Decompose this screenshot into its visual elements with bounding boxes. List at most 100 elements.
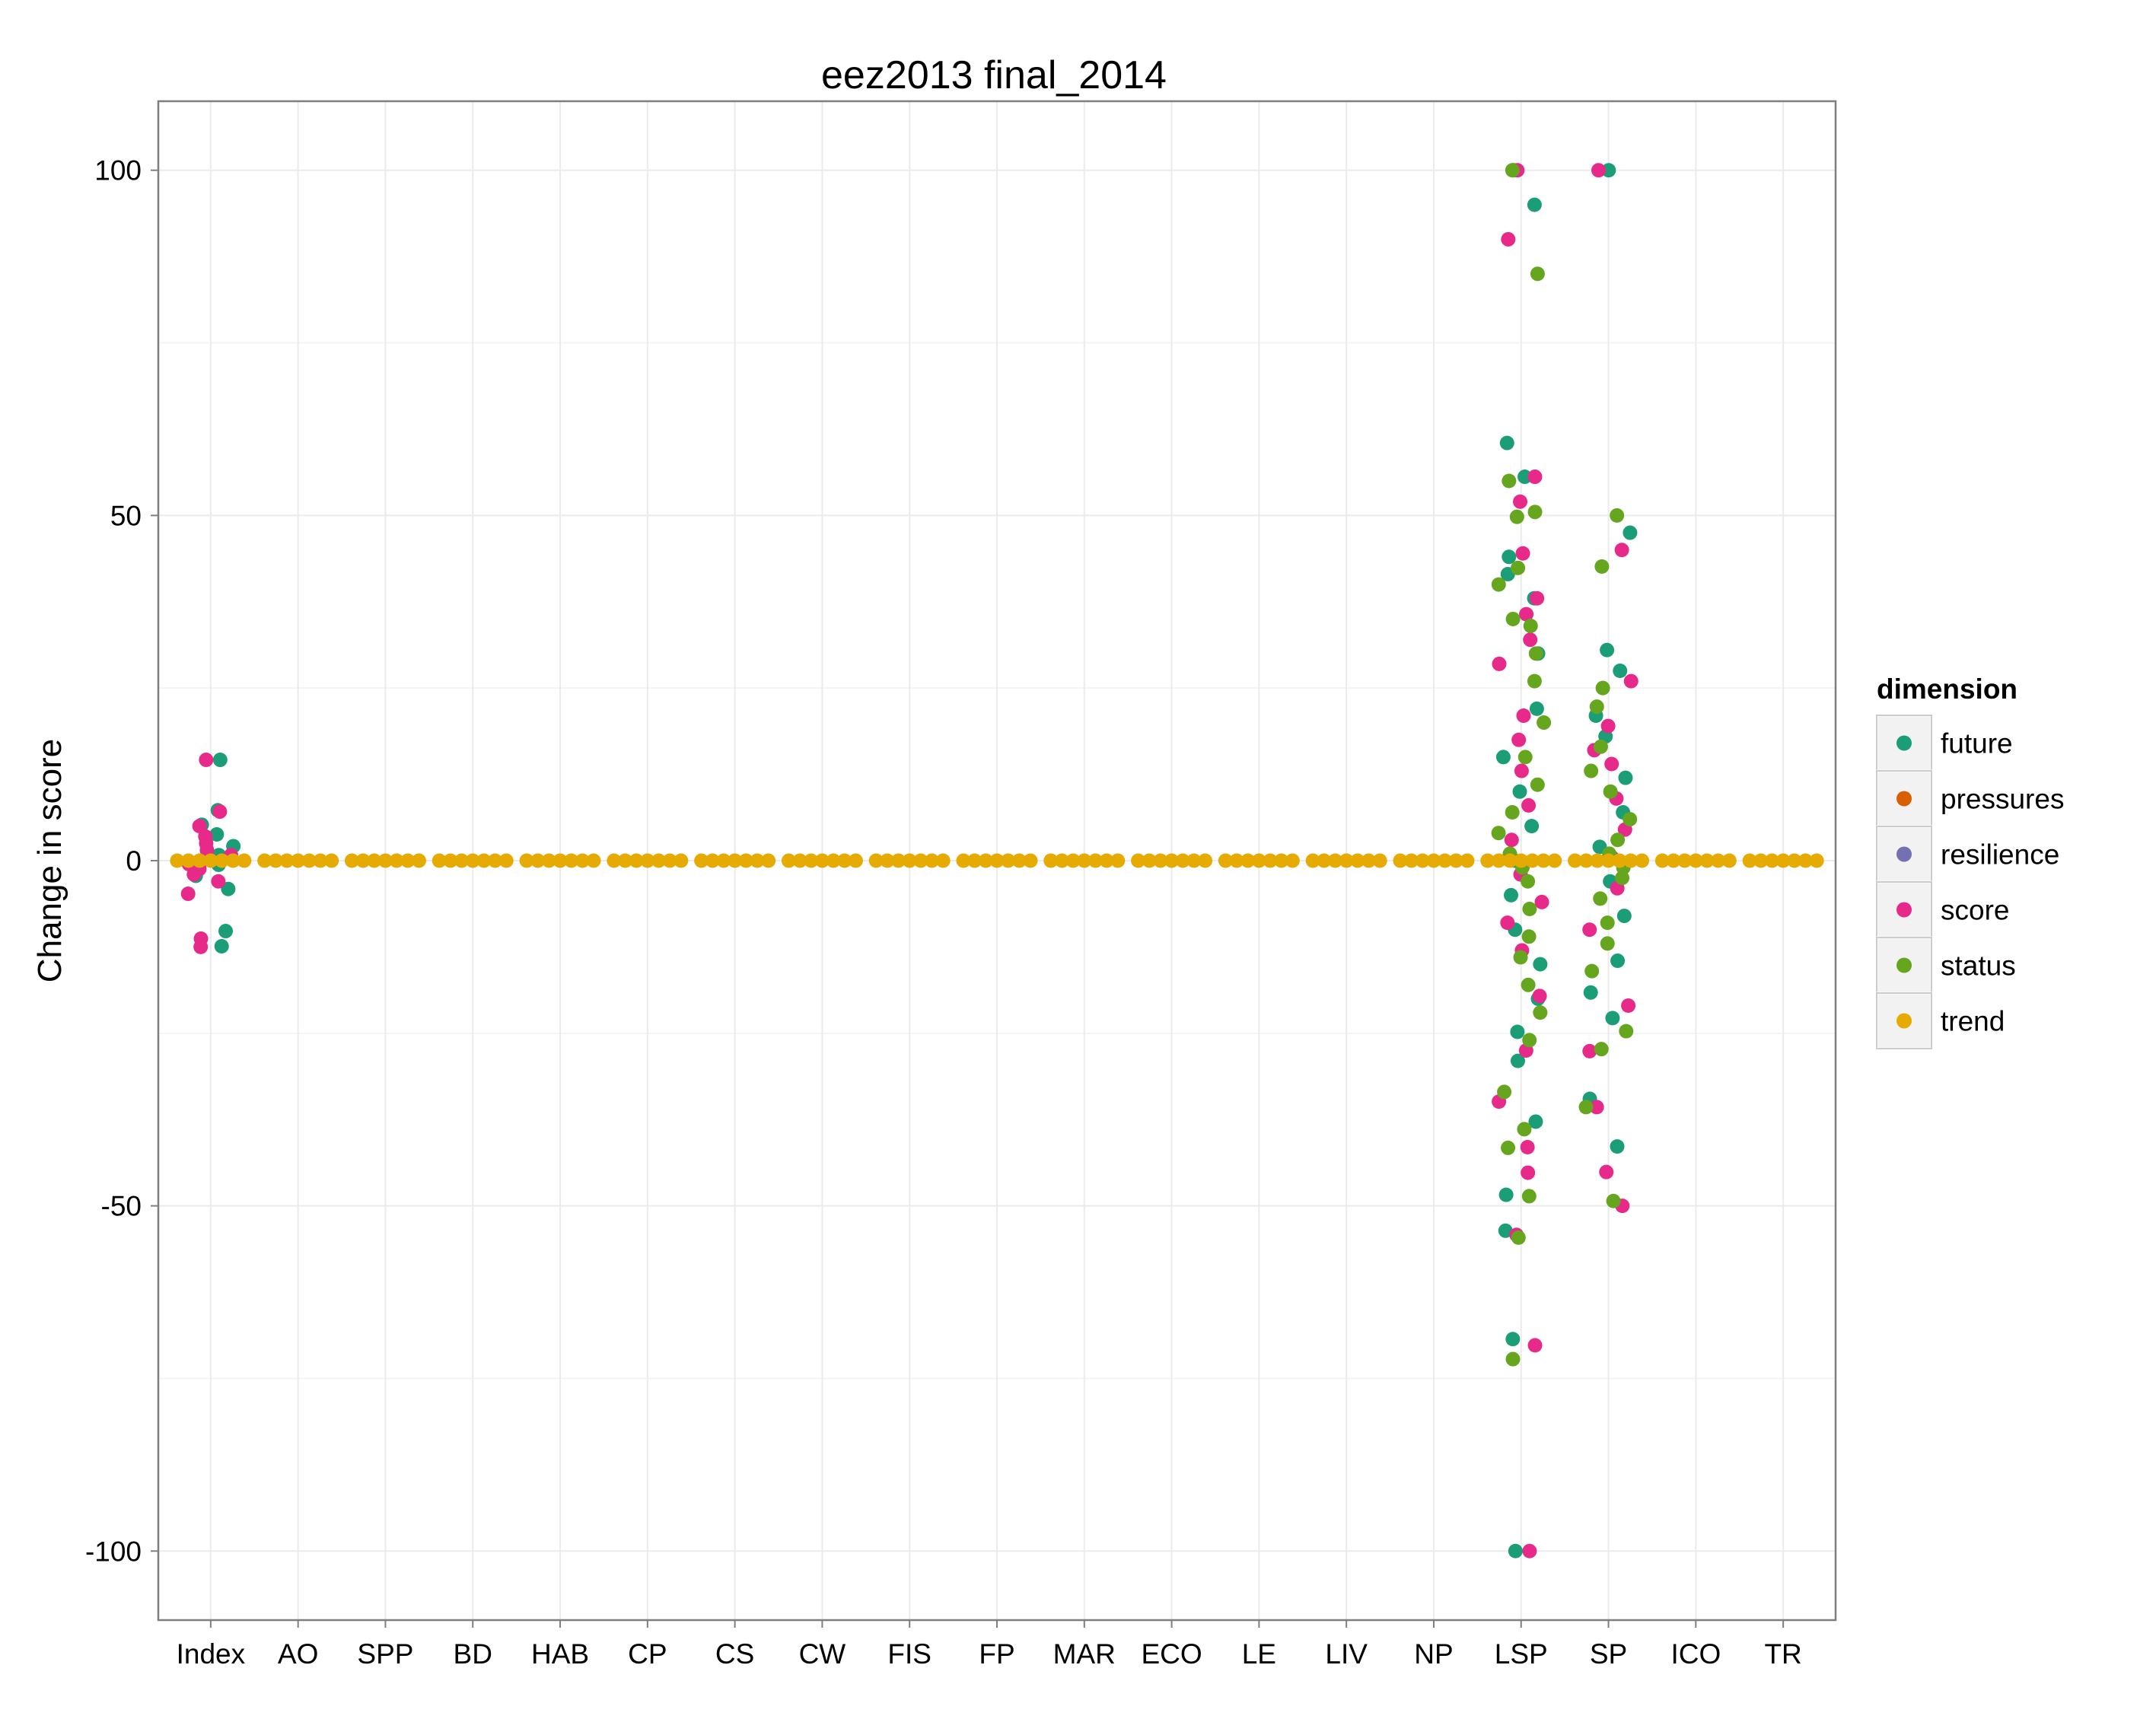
data-point-trend (1415, 853, 1430, 868)
data-point-trend (1635, 853, 1650, 868)
legend-label-score: score (1941, 895, 2009, 926)
x-tick-label-cp: CP (628, 1638, 667, 1670)
data-point-future (1528, 1114, 1543, 1129)
data-point-trend (344, 853, 359, 868)
legend-label-resilience: resilience (1941, 839, 2059, 871)
data-point-score (1532, 988, 1547, 1004)
data-point-status (1533, 1005, 1548, 1020)
data-point-trend (1001, 853, 1016, 868)
x-tick-label-mar: MAR (1053, 1638, 1116, 1670)
data-point-future (1510, 1024, 1525, 1039)
data-point-score (1623, 673, 1638, 689)
data-point-trend (728, 853, 743, 868)
data-point-trend (792, 853, 807, 868)
data-point-trend (978, 853, 993, 868)
legend-marker-score (1896, 902, 1912, 918)
data-point-score (186, 867, 202, 882)
data-point-score (1522, 1543, 1537, 1558)
x-tick-label-lsp: LSP (1495, 1638, 1548, 1670)
data-point-status (1528, 646, 1543, 661)
data-point-score (212, 804, 228, 820)
data-point-status (1600, 915, 1615, 931)
data-point-trend (1164, 853, 1180, 868)
data-point-status (1619, 1023, 1634, 1039)
data-point-trend (1088, 853, 1103, 868)
data-point-future (1499, 435, 1514, 450)
data-point-trend (750, 853, 765, 868)
data-point-trend (215, 853, 230, 868)
data-point-trend (1054, 853, 1069, 868)
data-point-status (1511, 1230, 1526, 1245)
data-point-trend (956, 853, 971, 868)
data-point-trend (498, 853, 514, 868)
data-point-future (214, 939, 229, 954)
data-point-trend (519, 853, 534, 868)
data-point-status (1593, 891, 1608, 906)
legend-item-status: status (1875, 936, 2016, 995)
data-point-trend (225, 853, 240, 868)
data-point-status (1615, 871, 1630, 886)
data-point-trend (1787, 853, 1802, 868)
data-point-trend (925, 853, 940, 868)
x-tick-label-index: Index (177, 1638, 246, 1670)
data-point-future (1610, 953, 1626, 969)
data-point-status (1593, 739, 1608, 754)
data-point-trend (291, 853, 306, 868)
legend-item-future: future (1875, 714, 2013, 772)
data-point-status (1578, 1100, 1594, 1115)
data-point-trend (1654, 853, 1670, 868)
data-point-trend (607, 853, 622, 868)
data-point-status (1505, 804, 1520, 820)
data-point-trend (1393, 853, 1408, 868)
data-point-trend (837, 853, 852, 868)
data-point-trend (1514, 853, 1529, 868)
data-point-status (1610, 508, 1625, 523)
chart-title: eez2013 final_2014 (821, 53, 1167, 97)
legend-label-trend: trend (1941, 1006, 2005, 1037)
data-point-status (1522, 1033, 1537, 1048)
data-point-status (1610, 832, 1626, 848)
x-tick-label-tr: TR (1764, 1638, 1801, 1670)
data-point-trend (1688, 853, 1703, 868)
y-axis: -100 -50 0 50 100 (85, 155, 158, 1567)
legend-marker-trend (1896, 1013, 1912, 1029)
data-point-trend (1753, 853, 1769, 868)
data-point-status (1521, 874, 1536, 889)
data-point-future (1524, 819, 1540, 834)
data-point-status (1521, 977, 1536, 992)
data-point-trend (1460, 853, 1475, 868)
data-point-trend (324, 853, 339, 868)
data-point-trend (1175, 853, 1190, 868)
data-point-trend (1775, 853, 1791, 868)
data-point-trend (1229, 853, 1244, 868)
data-point-trend (705, 853, 720, 868)
data-point-score (211, 874, 226, 889)
data-point-future (1502, 549, 1517, 565)
data-point-trend (1218, 853, 1233, 868)
data-point-future (1613, 664, 1628, 678)
x-axis: Index AO SPP BD HAB CP CS CW FIS FP MAR ECO LE LIV NP L… (177, 1620, 1802, 1670)
x-tick-label-np: NP (1414, 1638, 1453, 1670)
x-tick-label-sp: SP (1590, 1638, 1627, 1670)
data-point-status (1603, 784, 1618, 799)
data-point-trend (902, 853, 917, 868)
x-tick-label-bd: BD (454, 1638, 492, 1670)
legend-marker-resilience (1896, 846, 1912, 862)
data-point-trend (1677, 853, 1693, 868)
data-point-trend (553, 853, 568, 868)
data-point-score (1527, 1338, 1543, 1353)
data-point-status (1509, 509, 1524, 524)
data-point-trend (1536, 853, 1551, 868)
data-point-trend (367, 853, 382, 868)
legend-label-future: future (1941, 728, 2013, 759)
data-point-trend (1764, 853, 1779, 868)
data-point-trend (967, 853, 982, 868)
legend: future pressures resilience score status tren… (1875, 714, 2064, 1050)
data-point-trend (1623, 853, 1638, 868)
data-point-score (1501, 231, 1516, 247)
data-point-trend (1480, 853, 1495, 868)
data-point-trend (377, 853, 393, 868)
data-point-trend (1186, 853, 1202, 868)
